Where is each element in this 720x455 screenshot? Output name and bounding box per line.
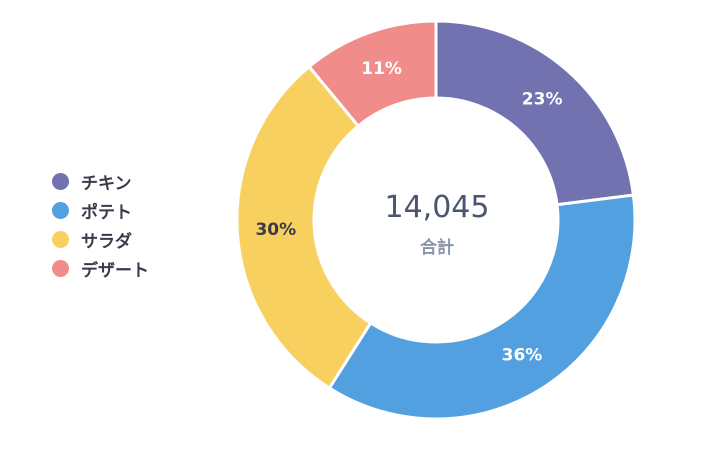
legend-marker-salad: [52, 231, 69, 248]
slice-label-chicken: 23%: [522, 90, 563, 110]
legend-label-salad: サラダ: [81, 232, 132, 252]
legend-label-chicken: チキン: [81, 174, 132, 194]
legend-label-dessert: デザート: [81, 261, 149, 281]
slice-chicken[interactable]: [434, 19, 636, 207]
legend-marker-dessert: [52, 260, 69, 277]
slice-salad[interactable]: [235, 64, 373, 391]
legend: チキン ポテト サラダ デザート: [52, 167, 149, 283]
total-value: 14,045: [384, 190, 490, 225]
legend-item-salad[interactable]: サラダ: [52, 225, 149, 254]
slice-label-dessert: 11%: [361, 59, 402, 79]
legend-item-dessert[interactable]: デザート: [52, 254, 149, 283]
legend-item-potato[interactable]: ポテト: [52, 196, 149, 225]
slice-label-potato: 36%: [502, 346, 543, 366]
slice-potato[interactable]: [327, 193, 637, 421]
slice-label-salad: 30%: [255, 220, 296, 240]
slice-dessert[interactable]: [307, 19, 438, 129]
legend-label-potato: ポテト: [81, 203, 132, 223]
total-label: 合計: [420, 238, 454, 258]
legend-marker-potato: [52, 202, 69, 219]
legend-marker-chicken: [52, 173, 69, 190]
legend-item-chicken[interactable]: チキン: [52, 167, 149, 196]
